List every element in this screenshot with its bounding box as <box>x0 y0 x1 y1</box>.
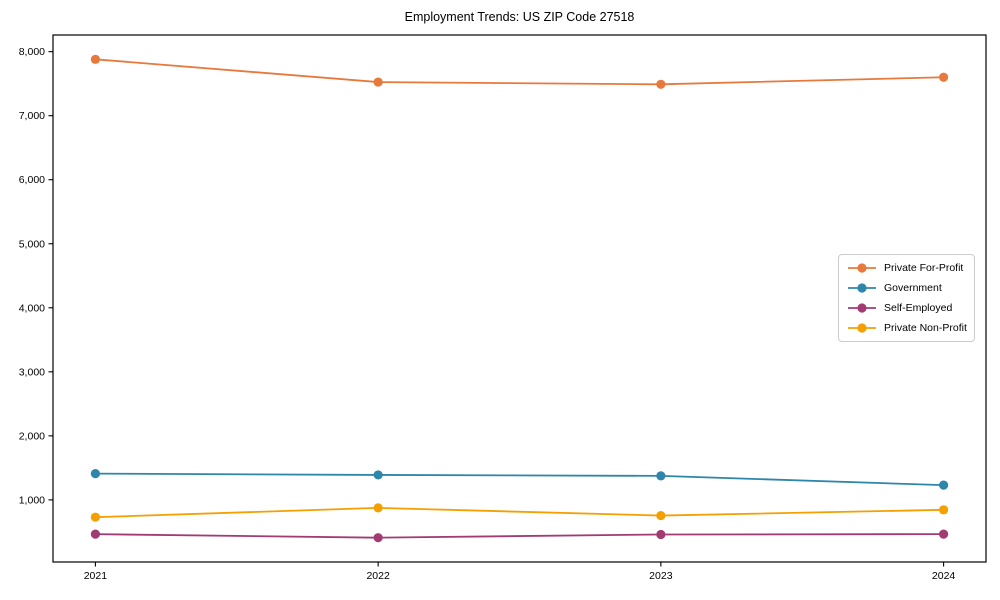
series-line-self-employed <box>95 533 944 539</box>
y-tick-label: 7,000 <box>19 110 45 122</box>
data-point-marker <box>938 480 949 490</box>
data-point-marker <box>90 512 101 522</box>
legend-label: Government <box>884 282 942 294</box>
legend-line-marker-icon <box>848 263 876 273</box>
x-tick-label: 2021 <box>84 570 108 582</box>
y-tick-label: 2,000 <box>19 430 45 442</box>
y-tick-label: 6,000 <box>19 174 45 186</box>
data-point-marker <box>90 529 101 539</box>
series-line-private-for-profit <box>95 58 944 86</box>
data-point-marker <box>656 510 666 521</box>
series-line-private-non-profit <box>95 506 944 519</box>
legend-line-marker-icon <box>848 283 876 293</box>
chart-title: Employment Trends: US ZIP Code 27518 <box>404 10 635 24</box>
legend-label: Private For-Profit <box>884 262 964 274</box>
legend-label: Private Non-Profit <box>884 322 967 334</box>
legend-label: Self-Employed <box>884 302 953 314</box>
legend-line-marker-icon <box>848 303 876 313</box>
data-point-marker <box>90 469 101 479</box>
data-point-marker <box>938 72 949 82</box>
x-tick-label: 2022 <box>366 570 390 582</box>
axes-frame <box>52 34 987 563</box>
y-tick-label: 1,000 <box>19 494 45 506</box>
data-point-marker <box>656 471 666 481</box>
x-tick-label: 2024 <box>932 570 956 582</box>
legend-item: Private Non-Profit <box>847 318 968 338</box>
y-tick-label: 8,000 <box>19 46 45 58</box>
x-tick-label: 2023 <box>649 570 673 582</box>
y-tick-label: 3,000 <box>19 366 45 378</box>
legend-item: Private For-Profit <box>847 258 968 278</box>
data-point-marker <box>938 505 949 515</box>
legend-item: Self-Employed <box>847 298 968 318</box>
series-line-government <box>95 472 944 487</box>
data-point-marker <box>90 54 101 64</box>
data-point-marker <box>373 503 383 513</box>
y-tick-label: 4,000 <box>19 302 45 314</box>
legend-item: Government <box>847 278 968 298</box>
data-point-marker <box>373 470 383 480</box>
data-point-marker <box>656 529 666 540</box>
chart-legend: Private For-Profit Government Self-Employe… <box>838 254 975 342</box>
data-point-marker <box>938 529 949 539</box>
data-point-marker <box>373 77 383 87</box>
y-tick-label: 5,000 <box>19 238 45 250</box>
legend-line-marker-icon <box>848 323 876 333</box>
data-point-marker <box>656 79 666 89</box>
data-point-marker <box>373 533 383 543</box>
